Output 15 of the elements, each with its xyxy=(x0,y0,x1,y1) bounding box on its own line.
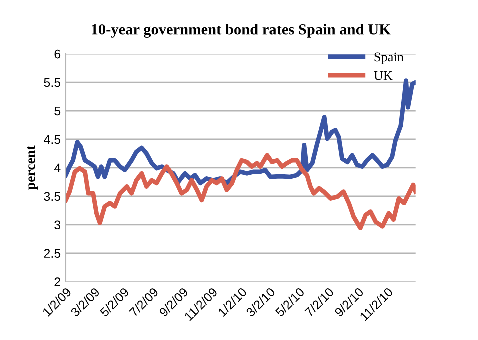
y-tick-label: 4.5 xyxy=(44,135,61,144)
y-tick-label: 3 xyxy=(54,220,61,230)
y-tick-label: 3.5 xyxy=(44,192,61,202)
legend-label: UK xyxy=(374,72,393,80)
y-tick-label: 5.5 xyxy=(44,78,61,88)
y-tick-label: 4 xyxy=(54,164,61,172)
chart-title: 10-year government bond rates Spain and UK xyxy=(92,24,391,38)
line-series xyxy=(66,78,416,186)
y-tick-label: 5 xyxy=(54,106,61,116)
y-tick-label: 2 xyxy=(54,278,60,286)
y-axis-title: percent xyxy=(27,146,38,190)
line-series xyxy=(66,153,416,231)
y-tick-label: 2.5 xyxy=(44,249,61,258)
y-tick-label: 6 xyxy=(54,50,61,59)
legend-label: Spain xyxy=(374,52,404,64)
